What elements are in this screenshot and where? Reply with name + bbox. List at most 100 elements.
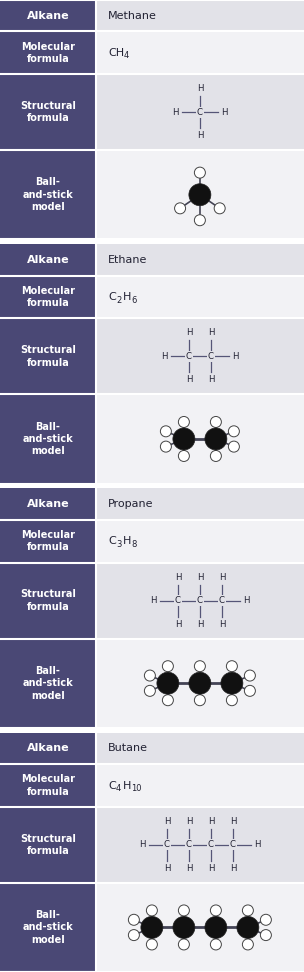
Bar <box>96 733 304 764</box>
Bar <box>0 489 96 520</box>
Text: H: H <box>186 816 192 826</box>
Ellipse shape <box>147 905 157 916</box>
Text: 2: 2 <box>116 295 121 304</box>
Text: 6: 6 <box>131 295 136 304</box>
Bar <box>0 276 96 319</box>
Bar <box>96 489 304 520</box>
Text: H: H <box>232 352 238 361</box>
Text: C: C <box>197 596 203 606</box>
Ellipse shape <box>237 917 259 938</box>
Bar <box>0 319 96 395</box>
Ellipse shape <box>194 167 206 178</box>
Text: Butane: Butane <box>108 744 148 753</box>
Text: C: C <box>197 108 203 117</box>
Bar <box>96 395 304 483</box>
Ellipse shape <box>210 905 221 916</box>
Text: H: H <box>123 537 131 546</box>
Text: H: H <box>208 864 214 873</box>
Text: C: C <box>175 596 181 606</box>
Text: H: H <box>221 108 227 117</box>
Text: H: H <box>197 85 203 93</box>
Ellipse shape <box>194 215 206 226</box>
Ellipse shape <box>261 929 271 941</box>
Bar <box>96 563 304 639</box>
Ellipse shape <box>210 939 221 950</box>
Text: Molecular
formula: Molecular formula <box>21 42 75 64</box>
Text: Alkane: Alkane <box>26 11 69 20</box>
Ellipse shape <box>178 905 189 916</box>
Ellipse shape <box>228 441 239 452</box>
Text: 4: 4 <box>124 52 129 60</box>
Text: H: H <box>186 375 192 385</box>
Bar <box>0 883 96 972</box>
Text: C: C <box>108 781 116 790</box>
Ellipse shape <box>157 673 179 694</box>
Text: Ball-
and-stick
model: Ball- and-stick model <box>22 422 73 457</box>
Text: H: H <box>150 596 157 606</box>
Bar <box>96 319 304 395</box>
Text: H: H <box>208 329 214 337</box>
Text: H: H <box>254 841 261 850</box>
Text: H: H <box>139 841 146 850</box>
Ellipse shape <box>147 939 157 950</box>
Bar <box>0 31 96 74</box>
Text: H: H <box>174 573 181 581</box>
Ellipse shape <box>242 905 253 916</box>
Ellipse shape <box>226 695 237 706</box>
Ellipse shape <box>162 695 173 706</box>
Bar <box>96 244 304 276</box>
Ellipse shape <box>178 939 189 950</box>
Bar <box>0 395 96 483</box>
Bar <box>96 764 304 807</box>
Ellipse shape <box>173 428 195 450</box>
Ellipse shape <box>194 695 206 706</box>
Ellipse shape <box>244 670 255 681</box>
Text: H: H <box>164 816 170 826</box>
Text: Ethane: Ethane <box>108 255 147 265</box>
Ellipse shape <box>226 661 237 672</box>
Ellipse shape <box>228 426 239 436</box>
Ellipse shape <box>161 426 171 436</box>
Text: C: C <box>208 841 214 850</box>
Text: Alkane: Alkane <box>26 255 69 265</box>
Text: Methane: Methane <box>108 11 157 20</box>
Text: H: H <box>186 329 192 337</box>
Text: Alkane: Alkane <box>26 744 69 753</box>
Ellipse shape <box>161 441 171 452</box>
Ellipse shape <box>128 929 139 941</box>
Ellipse shape <box>242 939 253 950</box>
Text: Alkane: Alkane <box>26 500 69 509</box>
Text: C: C <box>186 841 192 850</box>
Ellipse shape <box>178 416 189 428</box>
Ellipse shape <box>173 917 195 938</box>
Bar <box>96 639 304 728</box>
Ellipse shape <box>144 685 155 696</box>
Text: Structural
formula: Structural formula <box>20 101 76 123</box>
Text: H: H <box>174 620 181 629</box>
Bar <box>0 807 96 883</box>
Bar <box>96 883 304 972</box>
Ellipse shape <box>174 203 185 214</box>
Text: H: H <box>243 596 249 606</box>
Ellipse shape <box>194 661 206 672</box>
Ellipse shape <box>178 450 189 462</box>
Text: Propane: Propane <box>108 500 154 509</box>
Ellipse shape <box>210 450 221 462</box>
Bar <box>96 74 304 150</box>
Text: H: H <box>230 864 236 873</box>
Ellipse shape <box>189 184 211 206</box>
Bar <box>96 150 304 239</box>
Text: 3: 3 <box>116 539 121 549</box>
Text: 4: 4 <box>116 784 121 793</box>
Text: H: H <box>197 620 203 629</box>
Text: CH: CH <box>108 48 124 57</box>
Text: C: C <box>219 596 225 606</box>
Text: C: C <box>108 537 116 546</box>
Ellipse shape <box>141 917 163 938</box>
Text: H: H <box>219 573 225 581</box>
Bar <box>0 563 96 639</box>
Text: H: H <box>208 375 214 385</box>
Bar <box>0 0 96 31</box>
Text: H: H <box>197 573 203 581</box>
Ellipse shape <box>128 915 139 925</box>
